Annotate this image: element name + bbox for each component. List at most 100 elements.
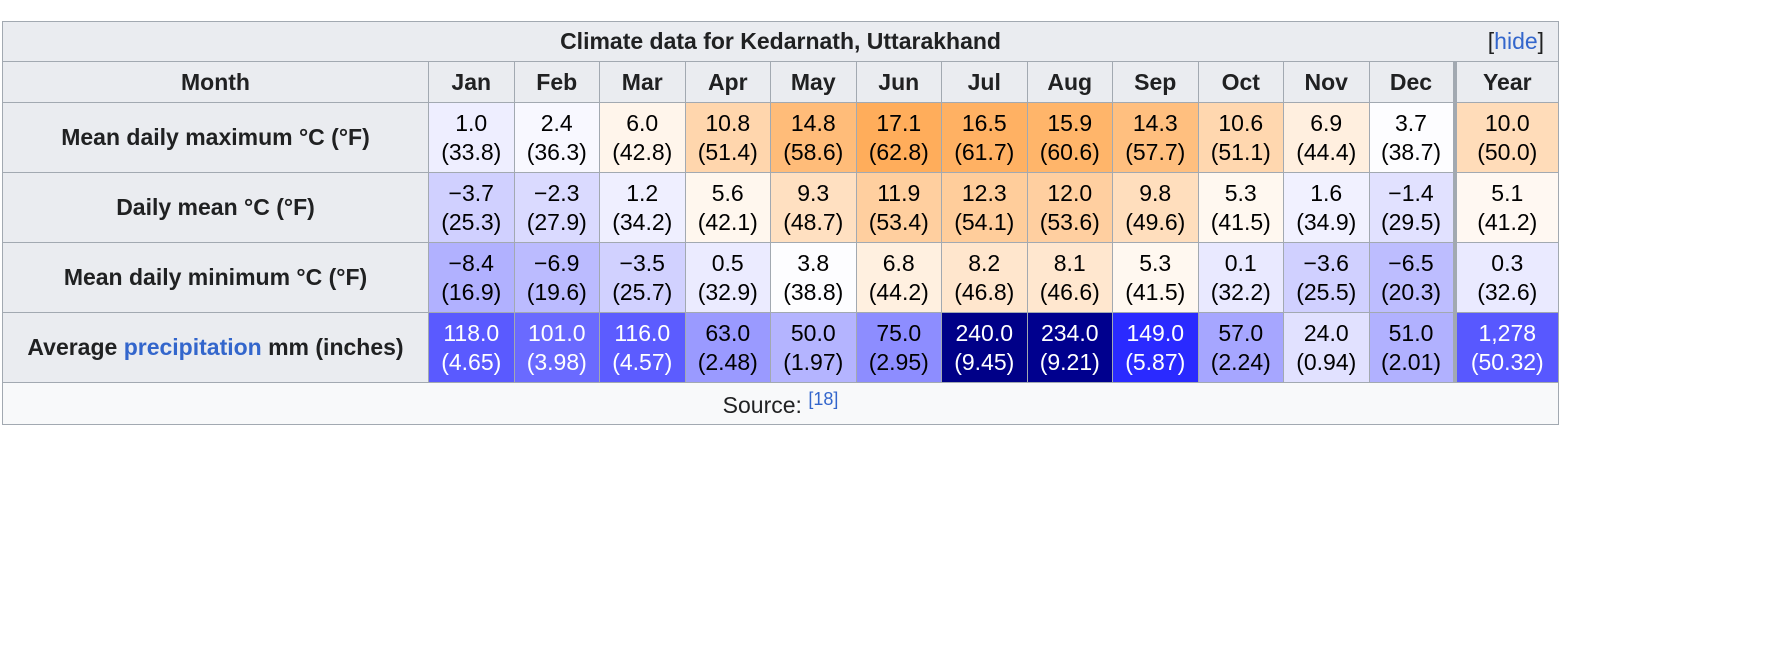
value-celsius: −6.5 — [1388, 249, 1434, 276]
value-secondary: (50.32) — [1470, 348, 1544, 375]
value-celsius: 1.0 — [455, 109, 488, 136]
value-celsius: 0.5 — [711, 249, 744, 276]
value-celsius: 0.1 — [1224, 249, 1257, 276]
row-label: Mean daily minimum °C (°F) — [2, 242, 429, 313]
value-celsius: −6.9 — [534, 249, 580, 276]
value-secondary: (3.98) — [526, 348, 587, 375]
value-celsius: 149.0 — [1126, 319, 1185, 346]
value-celsius: 5.3 — [1224, 179, 1257, 206]
data-cell-jun: 11.9 (53.4) — [855, 172, 942, 243]
source-reference-link[interactable]: [18] — [808, 388, 839, 409]
data-cell-mar: −3.5 (25.7) — [599, 242, 686, 313]
value-secondary: (42.8) — [612, 138, 673, 165]
value-secondary: (49.6) — [1125, 208, 1186, 235]
value-celsius: 51.0 — [1388, 319, 1434, 346]
value-secondary: (44.4) — [1296, 138, 1357, 165]
value-secondary: (53.4) — [868, 208, 929, 235]
header-row: Month Jan Feb Mar Apr May Jun Jul Aug Sep Oct Nov D… — [2, 61, 1560, 103]
value-celsius: 118.0 — [443, 319, 500, 346]
value-secondary: (42.1) — [697, 208, 758, 235]
value-secondary: (54.1) — [954, 208, 1015, 235]
value-celsius: −8.4 — [448, 249, 494, 276]
daily-mean-row: Daily mean °C (°F) −3.7 (25.3) −2.3 (27.9) 1.… — [2, 172, 1560, 243]
value-secondary: (46.6) — [1039, 278, 1100, 305]
data-cell-jun: 17.1 (62.8) — [855, 102, 942, 173]
data-cell-oct: 10.6 (51.1) — [1197, 102, 1284, 173]
value-secondary: (38.7) — [1380, 138, 1442, 165]
month-header-dec: Dec — [1368, 61, 1455, 103]
value-secondary: (1.97) — [783, 348, 844, 375]
data-cell-jan: −8.4 (16.9) — [428, 242, 515, 313]
data-cell-aug: 234.0 (9.21) — [1026, 312, 1113, 383]
value-celsius: 1,278 — [1478, 319, 1537, 346]
value-secondary: (25.3) — [441, 208, 502, 235]
data-cell-mar: 1.2 (34.2) — [599, 172, 686, 243]
value-celsius: 5.1 — [1491, 179, 1524, 206]
data-cell-nov: 6.9 (44.4) — [1283, 102, 1370, 173]
value-celsius: 3.7 — [1395, 109, 1427, 136]
data-cell-may: 9.3 (48.7) — [770, 172, 857, 243]
value-celsius: 2.4 — [540, 109, 573, 136]
value-secondary: (32.9) — [697, 278, 758, 305]
value-secondary: (41.2) — [1477, 208, 1538, 235]
month-header-jun: Jun — [855, 61, 942, 103]
data-cell-oct: 0.1 (32.2) — [1197, 242, 1284, 313]
value-celsius: 24.0 — [1303, 319, 1349, 346]
month-header-may: May — [770, 61, 857, 103]
value-secondary: (48.7) — [783, 208, 844, 235]
value-celsius: −3.5 — [619, 249, 665, 276]
data-cell-dec: 3.7 (38.7) — [1368, 102, 1455, 173]
data-cell-jun: 6.8 (44.2) — [855, 242, 942, 313]
data-cell-aug: 15.9 (60.6) — [1026, 102, 1113, 173]
data-cell-sep: 14.3 (57.7) — [1112, 102, 1199, 173]
value-secondary: (34.2) — [612, 208, 673, 235]
value-celsius: 16.5 — [961, 109, 1007, 136]
value-secondary: (9.45) — [954, 348, 1015, 375]
data-cell-feb: −2.3 (27.9) — [513, 172, 600, 243]
hide-link[interactable]: hide — [1494, 28, 1538, 54]
value-secondary: (50.0) — [1477, 138, 1538, 165]
value-celsius: 12.0 — [1047, 179, 1093, 206]
precipitation-link[interactable]: precipitation — [123, 334, 262, 360]
value-celsius: 1.6 — [1310, 179, 1343, 206]
value-celsius: 0.3 — [1491, 249, 1524, 276]
data-cell-jul: 12.3 (54.1) — [941, 172, 1028, 243]
data-cell-apr: 5.6 (42.1) — [684, 172, 771, 243]
value-secondary: (2.01) — [1380, 348, 1442, 375]
table-caption: Climate data for Kedarnath, Uttarakhand … — [1, 21, 1560, 62]
value-celsius: 15.9 — [1047, 109, 1093, 136]
data-cell-may: 3.8 (38.8) — [770, 242, 857, 313]
value-celsius: 1.2 — [626, 179, 659, 206]
data-cell-jan: 1.0 (33.8) — [428, 102, 515, 173]
value-secondary: (53.6) — [1039, 208, 1100, 235]
year-header: Year — [1452, 61, 1560, 103]
data-cell-jul: 16.5 (61.7) — [941, 102, 1028, 173]
value-celsius: 8.2 — [968, 249, 1001, 276]
value-secondary: (9.21) — [1039, 348, 1100, 375]
value-secondary: (36.3) — [526, 138, 587, 165]
data-cell-oct: 5.3 (41.5) — [1197, 172, 1284, 243]
value-celsius: 5.6 — [711, 179, 744, 206]
value-celsius: 10.0 — [1484, 109, 1530, 136]
value-celsius: 75.0 — [876, 319, 922, 346]
data-cell-dec: −1.4 (29.5) — [1368, 172, 1455, 243]
value-secondary: (27.9) — [526, 208, 587, 235]
value-secondary: (25.7) — [612, 278, 673, 305]
value-secondary: (19.6) — [526, 278, 587, 305]
value-celsius: 101.0 — [527, 319, 586, 346]
value-secondary: (2.24) — [1210, 348, 1271, 375]
month-header-nov: Nov — [1283, 61, 1370, 103]
value-celsius: −3.6 — [1303, 249, 1349, 276]
data-cell-feb: 101.0 (3.98) — [513, 312, 600, 383]
hide-toggle: [hide] — [1487, 28, 1545, 54]
value-secondary: (57.7) — [1125, 138, 1186, 165]
data-cell-feb: −6.9 (19.6) — [513, 242, 600, 313]
value-secondary: (61.7) — [954, 138, 1015, 165]
data-cell-dec: −6.5 (20.3) — [1368, 242, 1455, 313]
value-celsius: 6.9 — [1310, 109, 1343, 136]
data-cell-nov: −3.6 (25.5) — [1283, 242, 1370, 313]
value-secondary: (33.8) — [441, 138, 502, 165]
data-cell-may: 14.8 (58.6) — [770, 102, 857, 173]
value-celsius: 8.1 — [1053, 249, 1086, 276]
data-cell-apr: 63.0 (2.48) — [684, 312, 771, 383]
